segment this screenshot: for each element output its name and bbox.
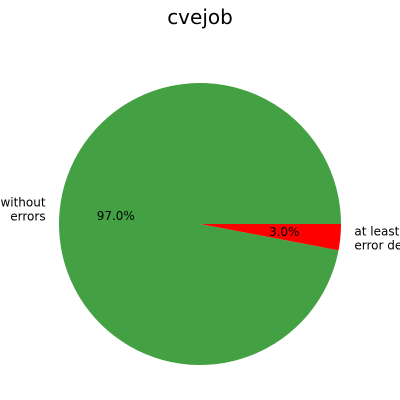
slice-label-error-detected: at least oneerror detected: [354, 225, 400, 253]
pie-slice-without-errors: [58, 82, 341, 365]
pie-labels: 3.0% at least oneerror detected 97.0% witho…: [0, 195, 400, 252]
chart-title: cvejob: [167, 5, 233, 29]
pie-slice-error-detected: [200, 224, 341, 251]
pct-label-error-detected: 3.0%: [269, 225, 300, 239]
pie-slices: [58, 82, 341, 365]
slice-label-without-errors: without errors: [0, 195, 45, 223]
pct-label-without-errors: 97.0%: [97, 209, 135, 223]
